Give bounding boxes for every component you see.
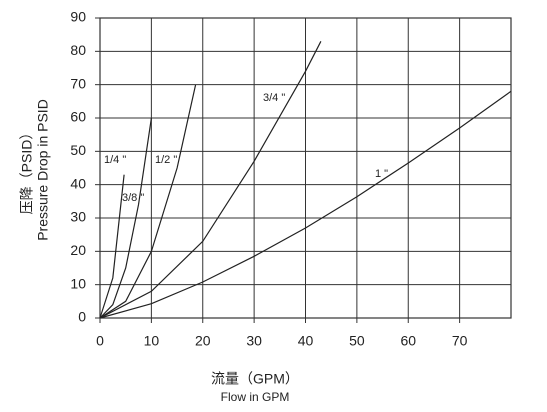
x-tick-label: 30 <box>246 333 262 349</box>
y-tick-label: 90 <box>70 9 86 25</box>
x-axis-label: Flow in GPM <box>221 390 290 404</box>
series-label: 1/4 " <box>104 154 126 166</box>
y-tick-label: 60 <box>70 109 86 125</box>
y-tick-label: 80 <box>70 42 86 58</box>
x-tick-label: 0 <box>96 333 104 349</box>
y-tick-label: 50 <box>70 142 86 158</box>
curve <box>99 90 512 319</box>
y-tick-label: 30 <box>70 209 86 225</box>
series-label: 1 " <box>375 168 388 180</box>
x-tick-label: 50 <box>349 333 365 349</box>
x-tick-label: 20 <box>195 333 211 349</box>
series-label: 3/4 " <box>263 92 285 104</box>
y-tick-label: 20 <box>70 242 86 258</box>
curve <box>99 117 152 319</box>
y-tick-label: 0 <box>78 309 86 325</box>
y-tick-label: 40 <box>70 175 86 191</box>
x-tick-label: 60 <box>400 333 416 349</box>
x-tick-label: 70 <box>452 333 468 349</box>
y-tick-label: 70 <box>70 75 86 91</box>
y-tick-label: 10 <box>70 275 86 291</box>
curve <box>99 174 125 319</box>
curve <box>99 84 197 319</box>
y-axis-label: Pressure Drop in PSID <box>35 99 51 241</box>
y-axis-label-cn: 压降（PSID） <box>19 126 35 215</box>
x-axis-label-cn: 流量（GPM） <box>211 371 299 387</box>
x-tick-label: 10 <box>144 333 160 349</box>
series-label: 3/8 " <box>122 192 144 204</box>
series-label: 1/2 " <box>155 154 177 166</box>
x-tick-label: 40 <box>298 333 314 349</box>
curve <box>99 41 322 319</box>
